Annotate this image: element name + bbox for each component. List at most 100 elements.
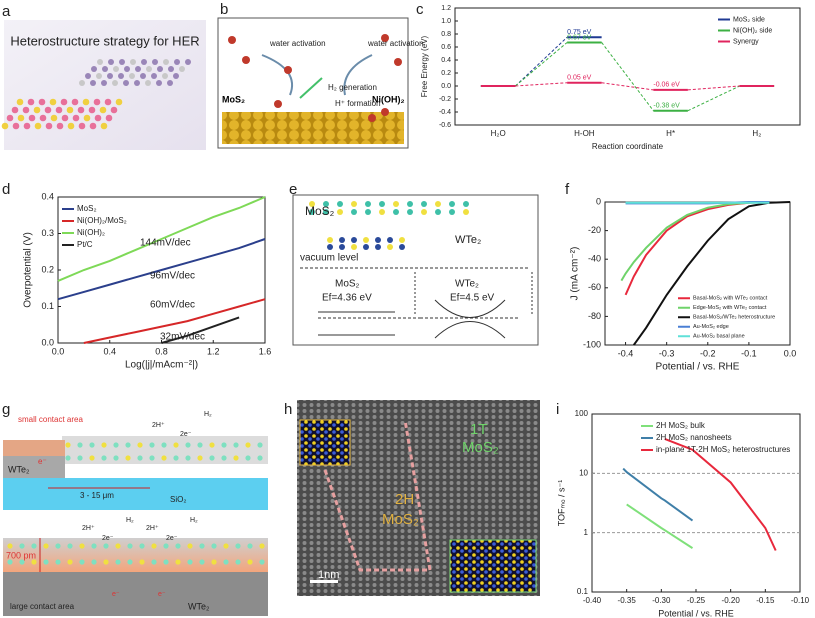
- bands: [434, 299, 506, 339]
- atom: [185, 442, 191, 448]
- atom: [34, 122, 42, 130]
- mos2-layer: [3, 538, 268, 572]
- atom: [91, 66, 97, 72]
- atom: [221, 442, 227, 448]
- atom: [65, 455, 71, 461]
- atom: [103, 543, 109, 549]
- atom: [31, 543, 37, 549]
- label: 2e⁻: [102, 535, 114, 542]
- atom: [97, 59, 103, 65]
- atom: [19, 559, 25, 565]
- connector: [601, 42, 654, 112]
- decoration: [1, 34, 469, 565]
- label: WTe₂: [455, 234, 481, 246]
- atom: [435, 201, 441, 207]
- atom: [257, 442, 263, 448]
- annotation: 144mV/dec: [140, 238, 191, 249]
- atom: [375, 244, 381, 250]
- atom: [161, 455, 167, 461]
- atom: [89, 442, 95, 448]
- connector: [515, 36, 568, 87]
- series-line: [632, 201, 791, 346]
- atom: [151, 559, 157, 565]
- atom: [245, 455, 251, 461]
- atom: [89, 455, 95, 461]
- atom: [223, 559, 229, 565]
- annotation: 32mV/dec: [160, 332, 205, 343]
- atom: [156, 80, 162, 86]
- atom: [101, 80, 107, 86]
- legend-label: Ni(OH)₂/MoS₂: [77, 216, 127, 225]
- atom: [79, 559, 85, 565]
- atom: [83, 114, 91, 122]
- data-label: 0.75 eV: [567, 29, 591, 36]
- atom: [139, 543, 145, 549]
- atom: [115, 98, 123, 106]
- label: vacuum level: [300, 253, 358, 264]
- atom: [43, 559, 49, 565]
- atom: [140, 73, 146, 79]
- atom: [125, 442, 131, 448]
- atom: [463, 201, 469, 207]
- atom: [146, 66, 152, 72]
- label: MoS₂: [222, 94, 245, 104]
- atom: [245, 442, 251, 448]
- atom: [23, 122, 31, 130]
- atom: [6, 114, 14, 122]
- molecule: [381, 108, 389, 116]
- atom: [167, 80, 173, 86]
- atom: [31, 559, 37, 565]
- atom: [60, 98, 68, 106]
- atom: [127, 543, 133, 549]
- y-tick-label: 1: [584, 528, 589, 537]
- x-axis-title: Potential / vs. RHE: [658, 608, 734, 618]
- label: 2e⁻: [166, 535, 178, 542]
- atom: [79, 543, 85, 549]
- atom: [259, 543, 265, 549]
- atom: [79, 80, 85, 86]
- atom: [88, 106, 96, 114]
- panel-label: a: [2, 3, 11, 20]
- atom: [199, 559, 205, 565]
- atom: [339, 237, 345, 243]
- atom: [127, 559, 133, 565]
- y-tick-label: 1.2: [441, 5, 451, 12]
- atom: [139, 559, 145, 565]
- label: WTe₂: [8, 464, 30, 474]
- panel-e-frame: [292, 194, 539, 346]
- atom: [179, 66, 185, 72]
- data-label: 0.05 eV: [567, 75, 591, 82]
- arrow: [299, 77, 323, 99]
- atom: [163, 543, 169, 549]
- atom: [91, 543, 97, 549]
- atom: [107, 73, 113, 79]
- atom: [134, 80, 140, 86]
- y-tick-label: 100: [575, 409, 589, 418]
- y-tick-label: 0.3: [41, 228, 54, 238]
- atom: [211, 559, 217, 565]
- atom: [209, 442, 215, 448]
- connector: [601, 82, 654, 91]
- series-line: [622, 467, 694, 522]
- atom: [173, 73, 179, 79]
- x-tick-label: -0.3: [659, 348, 675, 358]
- connector: [687, 85, 740, 112]
- panel-label: f: [565, 181, 570, 198]
- y-axis-title: Free Energy (eV): [420, 35, 429, 97]
- x-tick-label: -0.40: [583, 596, 602, 605]
- atom: [323, 209, 329, 215]
- y-tick-label: 0.2: [41, 264, 54, 274]
- atom: [407, 201, 413, 207]
- atom: [82, 98, 90, 106]
- atom: [67, 543, 73, 549]
- atom: [90, 80, 96, 86]
- atom: [50, 114, 58, 122]
- atom: [7, 559, 13, 565]
- atom: [399, 244, 405, 250]
- atom: [55, 559, 61, 565]
- atom: [101, 455, 107, 461]
- atom: [19, 543, 25, 549]
- atom: [387, 237, 393, 243]
- atom: [351, 209, 357, 215]
- x-tick-label: 0.4: [103, 346, 116, 356]
